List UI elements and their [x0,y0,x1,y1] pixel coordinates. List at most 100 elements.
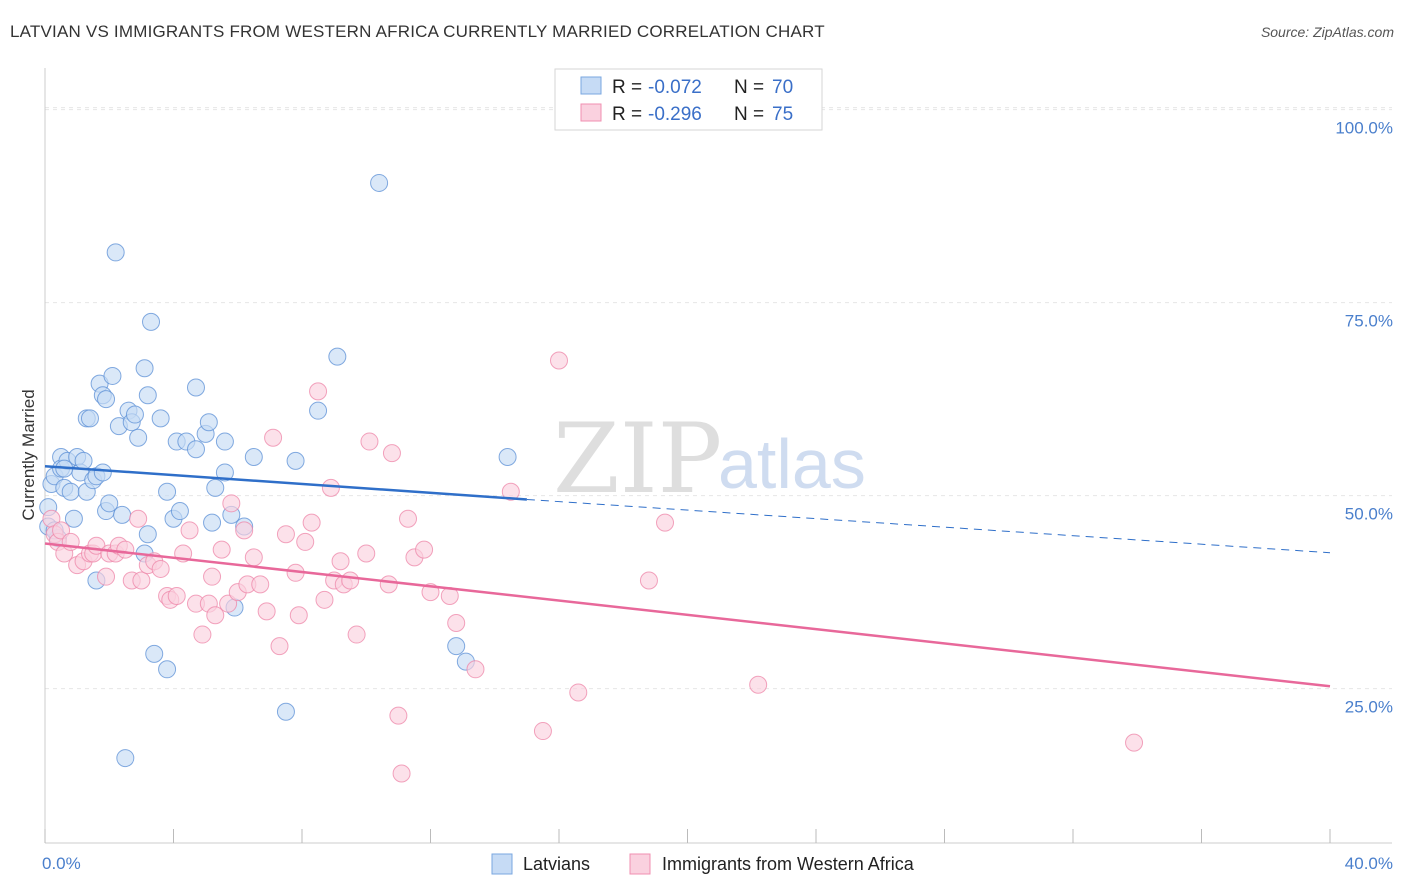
bottom-legend-label-latvians: Latvians [523,854,590,874]
legend-n-value-0: 70 [772,77,793,98]
latvians-trend-line-extension [526,498,1331,554]
legend-box: R = -0.072 N = 70 R = -0.296 N = 75 [554,68,823,131]
latvians-point [103,366,122,385]
latvians-point [151,409,170,428]
western-africa-point [129,509,148,528]
latvians-point [215,463,234,482]
latvians-point [138,386,157,405]
western-africa-point [206,606,225,625]
western-africa-point [315,590,334,609]
legend-n-label-0: N = [734,77,764,98]
legend-n-value-1: 75 [772,104,793,125]
axis-layer: 0.0% 40.0% [42,68,1393,873]
latvians-point [328,347,347,366]
bottom-legend-label-western-africa: Immigrants from Western Africa [662,854,915,874]
legend-r-value-0: -0.072 [648,77,702,98]
western-africa-point [180,521,199,540]
y-tick-label: 75.0% [1345,312,1393,331]
western-africa-point [749,675,768,694]
chart-title: LATVIAN VS IMMIGRANTS FROM WESTERN AFRIC… [10,22,825,41]
western-africa-point [392,764,411,783]
western-africa-point [193,625,212,644]
western-africa-point [116,540,135,559]
western-africa-point [382,444,401,463]
legend-r-label-1: R = [612,104,642,125]
y-tick-label: 25.0% [1345,698,1393,717]
latvians-point [135,359,154,378]
western-africa-point [52,521,71,540]
western-africa-point [347,625,366,644]
western-africa-point [331,552,350,571]
western-africa-point [219,594,238,613]
western-africa-trend-line [44,542,1331,688]
latvians-point [74,451,93,470]
western-africa-point [264,428,283,447]
latvians-point [61,482,80,501]
latvians-point [64,509,83,528]
trend-layer [44,465,1331,688]
western-africa-point [357,544,376,563]
western-africa-point [447,613,466,632]
western-africa-point [309,382,328,401]
western-africa-point [341,571,360,590]
latvians-point [286,451,305,470]
x-tick-label: 40.0% [1345,854,1393,873]
western-africa-point [296,532,315,551]
western-africa-point [270,637,289,656]
legend-r-value-1: -0.296 [648,104,702,125]
western-africa-point [167,586,186,605]
latvians-point [142,312,161,331]
source-label: Source: ZipAtlas.com [1260,24,1394,40]
legend-swatch-western-africa [580,103,602,122]
bottom-legend: Latvians Immigrants from Western Africa [491,853,915,875]
latvians-point [199,413,218,432]
western-africa-point [251,575,270,594]
western-africa-point [151,559,170,578]
western-africa-point [289,606,308,625]
latvians-point [158,482,177,501]
latvians-point [113,505,132,524]
latvians-point [145,644,164,663]
watermark-atlas: atlas [718,425,866,503]
western-africa-point [379,575,398,594]
western-africa-point [415,540,434,559]
western-africa-point [656,513,675,532]
legend-r-label-0: R = [612,77,642,98]
latvians-point [100,494,119,513]
latvians-point [276,702,295,721]
latvians-point [203,513,222,532]
western-africa-point [302,513,321,532]
latvians-point [97,390,116,409]
western-africa-point [1125,733,1144,752]
western-africa-point [321,478,340,497]
x-tick-label: 0.0% [42,854,81,873]
latvians-trend-line [44,465,527,501]
latvians-point [186,440,205,459]
western-africa-point [639,571,658,590]
western-africa-point [569,683,588,702]
latvians-point [206,478,225,497]
western-africa-point [533,722,552,741]
latvians-point [125,405,144,424]
western-africa-point [222,494,241,513]
western-africa-point [244,548,263,567]
western-africa-point [132,571,151,590]
western-africa-point [360,432,379,451]
watermark-zip: ZIP [553,403,722,515]
latvians-point [498,448,517,466]
latvians-point [106,243,125,262]
latvians-point [116,749,135,768]
latvians-point [244,448,263,466]
y-tick-label: 100.0% [1335,119,1393,138]
latvians-point [138,525,157,544]
western-africa-point [389,706,408,725]
latvians-point [129,428,148,447]
western-africa-point [276,525,295,544]
latvians-point [158,660,177,679]
legend-n-label-1: N = [734,104,764,125]
latvians-point [170,502,189,521]
bottom-legend-swatch-western-africa [629,853,651,875]
western-africa-point [466,660,485,679]
western-africa-point [97,567,116,586]
